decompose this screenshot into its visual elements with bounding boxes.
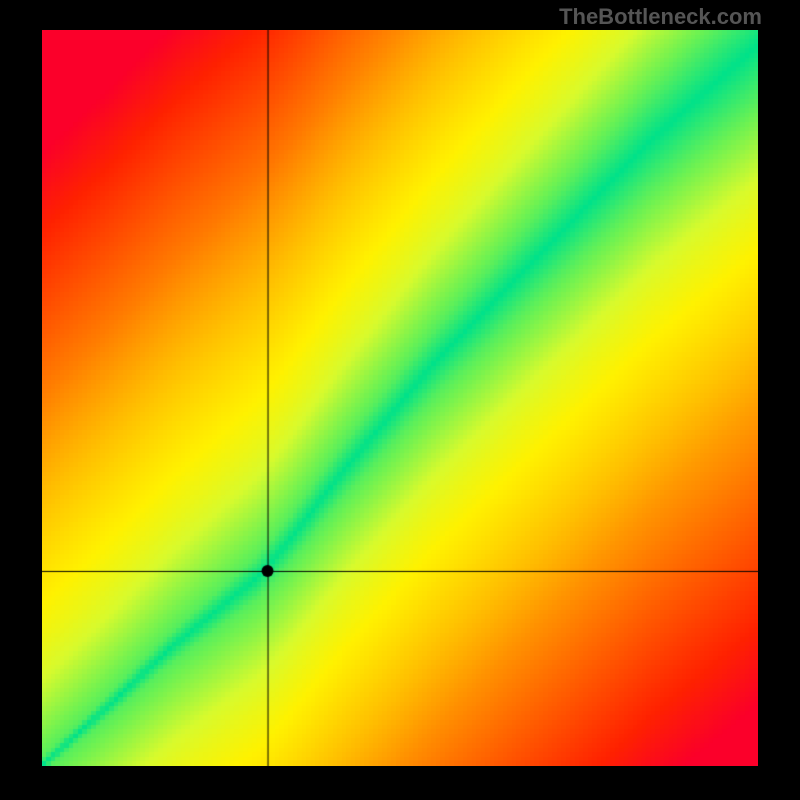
watermark-text: TheBottleneck.com (559, 4, 762, 30)
heatmap-plot (42, 30, 758, 766)
heatmap-canvas (42, 30, 758, 766)
